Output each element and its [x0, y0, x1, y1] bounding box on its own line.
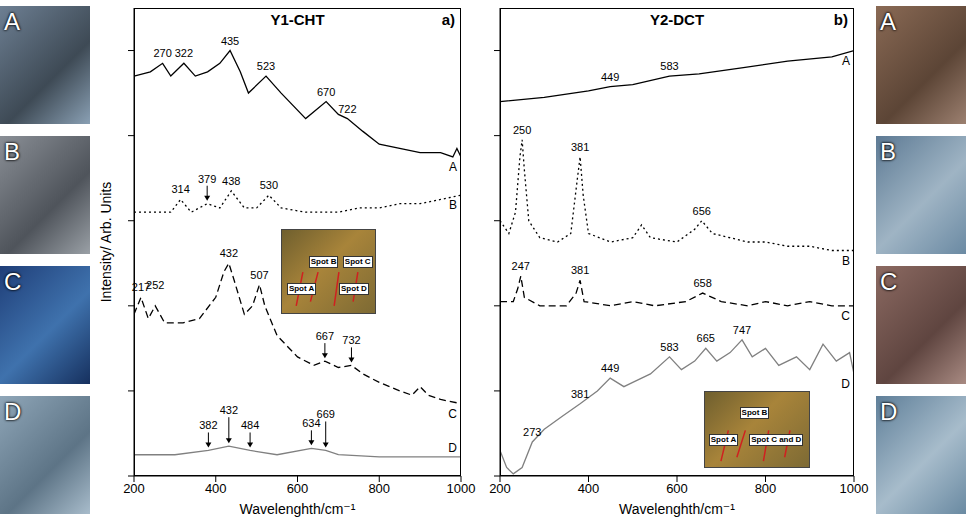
svg-text:432: 432 — [220, 404, 238, 416]
svg-text:634: 634 — [302, 417, 321, 430]
svg-text:B: B — [842, 254, 850, 268]
html-text:A: A — [4, 8, 20, 35]
svg-text:722: 722 — [338, 103, 356, 115]
svg-text:600: 600 — [287, 481, 309, 496]
svg-text:1000: 1000 — [840, 481, 869, 496]
svg-text:656: 656 — [693, 205, 711, 217]
svg-text:800: 800 — [368, 481, 390, 496]
svg-text:523: 523 — [257, 60, 275, 72]
html-text:Spot C: Spot C — [344, 256, 371, 266]
svg-text:400: 400 — [205, 481, 227, 496]
svg-text:732: 732 — [342, 334, 360, 346]
svg-text:Intensity/ Arb. Units: Intensity/ Arb. Units — [98, 182, 114, 303]
svg-text:1000: 1000 — [447, 481, 476, 496]
svg-text:670: 670 — [317, 86, 335, 98]
svg-text:669: 669 — [317, 408, 335, 420]
svg-text:252: 252 — [146, 279, 164, 291]
svg-text:381: 381 — [571, 141, 589, 153]
svg-text:382: 382 — [199, 419, 217, 431]
svg-text:D: D — [448, 441, 457, 455]
svg-text:200: 200 — [489, 481, 511, 496]
svg-text:600: 600 — [666, 481, 688, 496]
svg-text:381: 381 — [571, 264, 589, 276]
svg-text:507: 507 — [250, 269, 268, 281]
html-text:Spot B: Spot B — [310, 256, 337, 266]
svg-text:432: 432 — [220, 247, 238, 259]
html-text:B: B — [880, 138, 896, 165]
svg-text:D: D — [841, 377, 850, 391]
svg-text:247: 247 — [512, 260, 530, 272]
svg-text:314: 314 — [171, 183, 189, 195]
html-text:Spot B: Spot B — [741, 408, 768, 418]
html-text:Y2-DCT: Y2-DCT — [649, 11, 705, 28]
svg-text:322: 322 — [175, 47, 193, 59]
svg-text:435: 435 — [221, 35, 239, 47]
html-text:A: A — [880, 8, 896, 35]
svg-text:438: 438 — [222, 175, 240, 187]
svg-text:Wavelenghth/cm⁻¹: Wavelenghth/cm⁻¹ — [619, 501, 735, 517]
html-text:Spot A: Spot A — [288, 283, 315, 293]
svg-text:449: 449 — [601, 71, 619, 83]
html-text:Spot C and D: Spot C and D — [751, 435, 802, 444]
svg-text:530: 530 — [260, 179, 278, 191]
svg-text:583: 583 — [660, 60, 678, 72]
html-text:Spot A: Spot A — [710, 435, 737, 444]
html-text:a): a) — [441, 11, 455, 28]
svg-text:C: C — [841, 309, 850, 323]
svg-text:200: 200 — [123, 481, 145, 496]
svg-text:Wavelenghth/cm⁻¹: Wavelenghth/cm⁻¹ — [240, 501, 356, 517]
svg-text:658: 658 — [693, 277, 711, 289]
svg-text:449: 449 — [601, 362, 619, 374]
svg-text:217: 217 — [131, 281, 151, 294]
html-text:b): b) — [833, 11, 848, 28]
svg-text:800: 800 — [755, 481, 777, 496]
svg-text:379: 379 — [198, 173, 216, 185]
svg-text:747: 747 — [733, 324, 751, 336]
svg-text:273: 273 — [523, 426, 541, 438]
svg-text:667: 667 — [316, 330, 334, 342]
html-text:D: D — [880, 398, 898, 425]
svg-text:400: 400 — [578, 481, 600, 496]
svg-text:484: 484 — [241, 419, 259, 431]
svg-text:A: A — [842, 54, 850, 68]
svg-text:665: 665 — [697, 332, 715, 344]
svg-text:A: A — [449, 160, 457, 174]
html-text:C: C — [880, 268, 898, 295]
html-text:B: B — [4, 138, 20, 165]
svg-text:381: 381 — [571, 388, 589, 400]
svg-text:C: C — [448, 407, 457, 421]
html-text:Y1-CHT: Y1-CHT — [270, 11, 325, 28]
svg-text:250: 250 — [513, 124, 531, 136]
html-text:Spot D: Spot D — [341, 283, 367, 293]
svg-text:B: B — [449, 198, 457, 212]
svg-text:583: 583 — [660, 341, 678, 353]
html-text:C: C — [4, 268, 22, 295]
html-text:D: D — [4, 398, 22, 425]
svg-text:270: 270 — [153, 47, 171, 59]
